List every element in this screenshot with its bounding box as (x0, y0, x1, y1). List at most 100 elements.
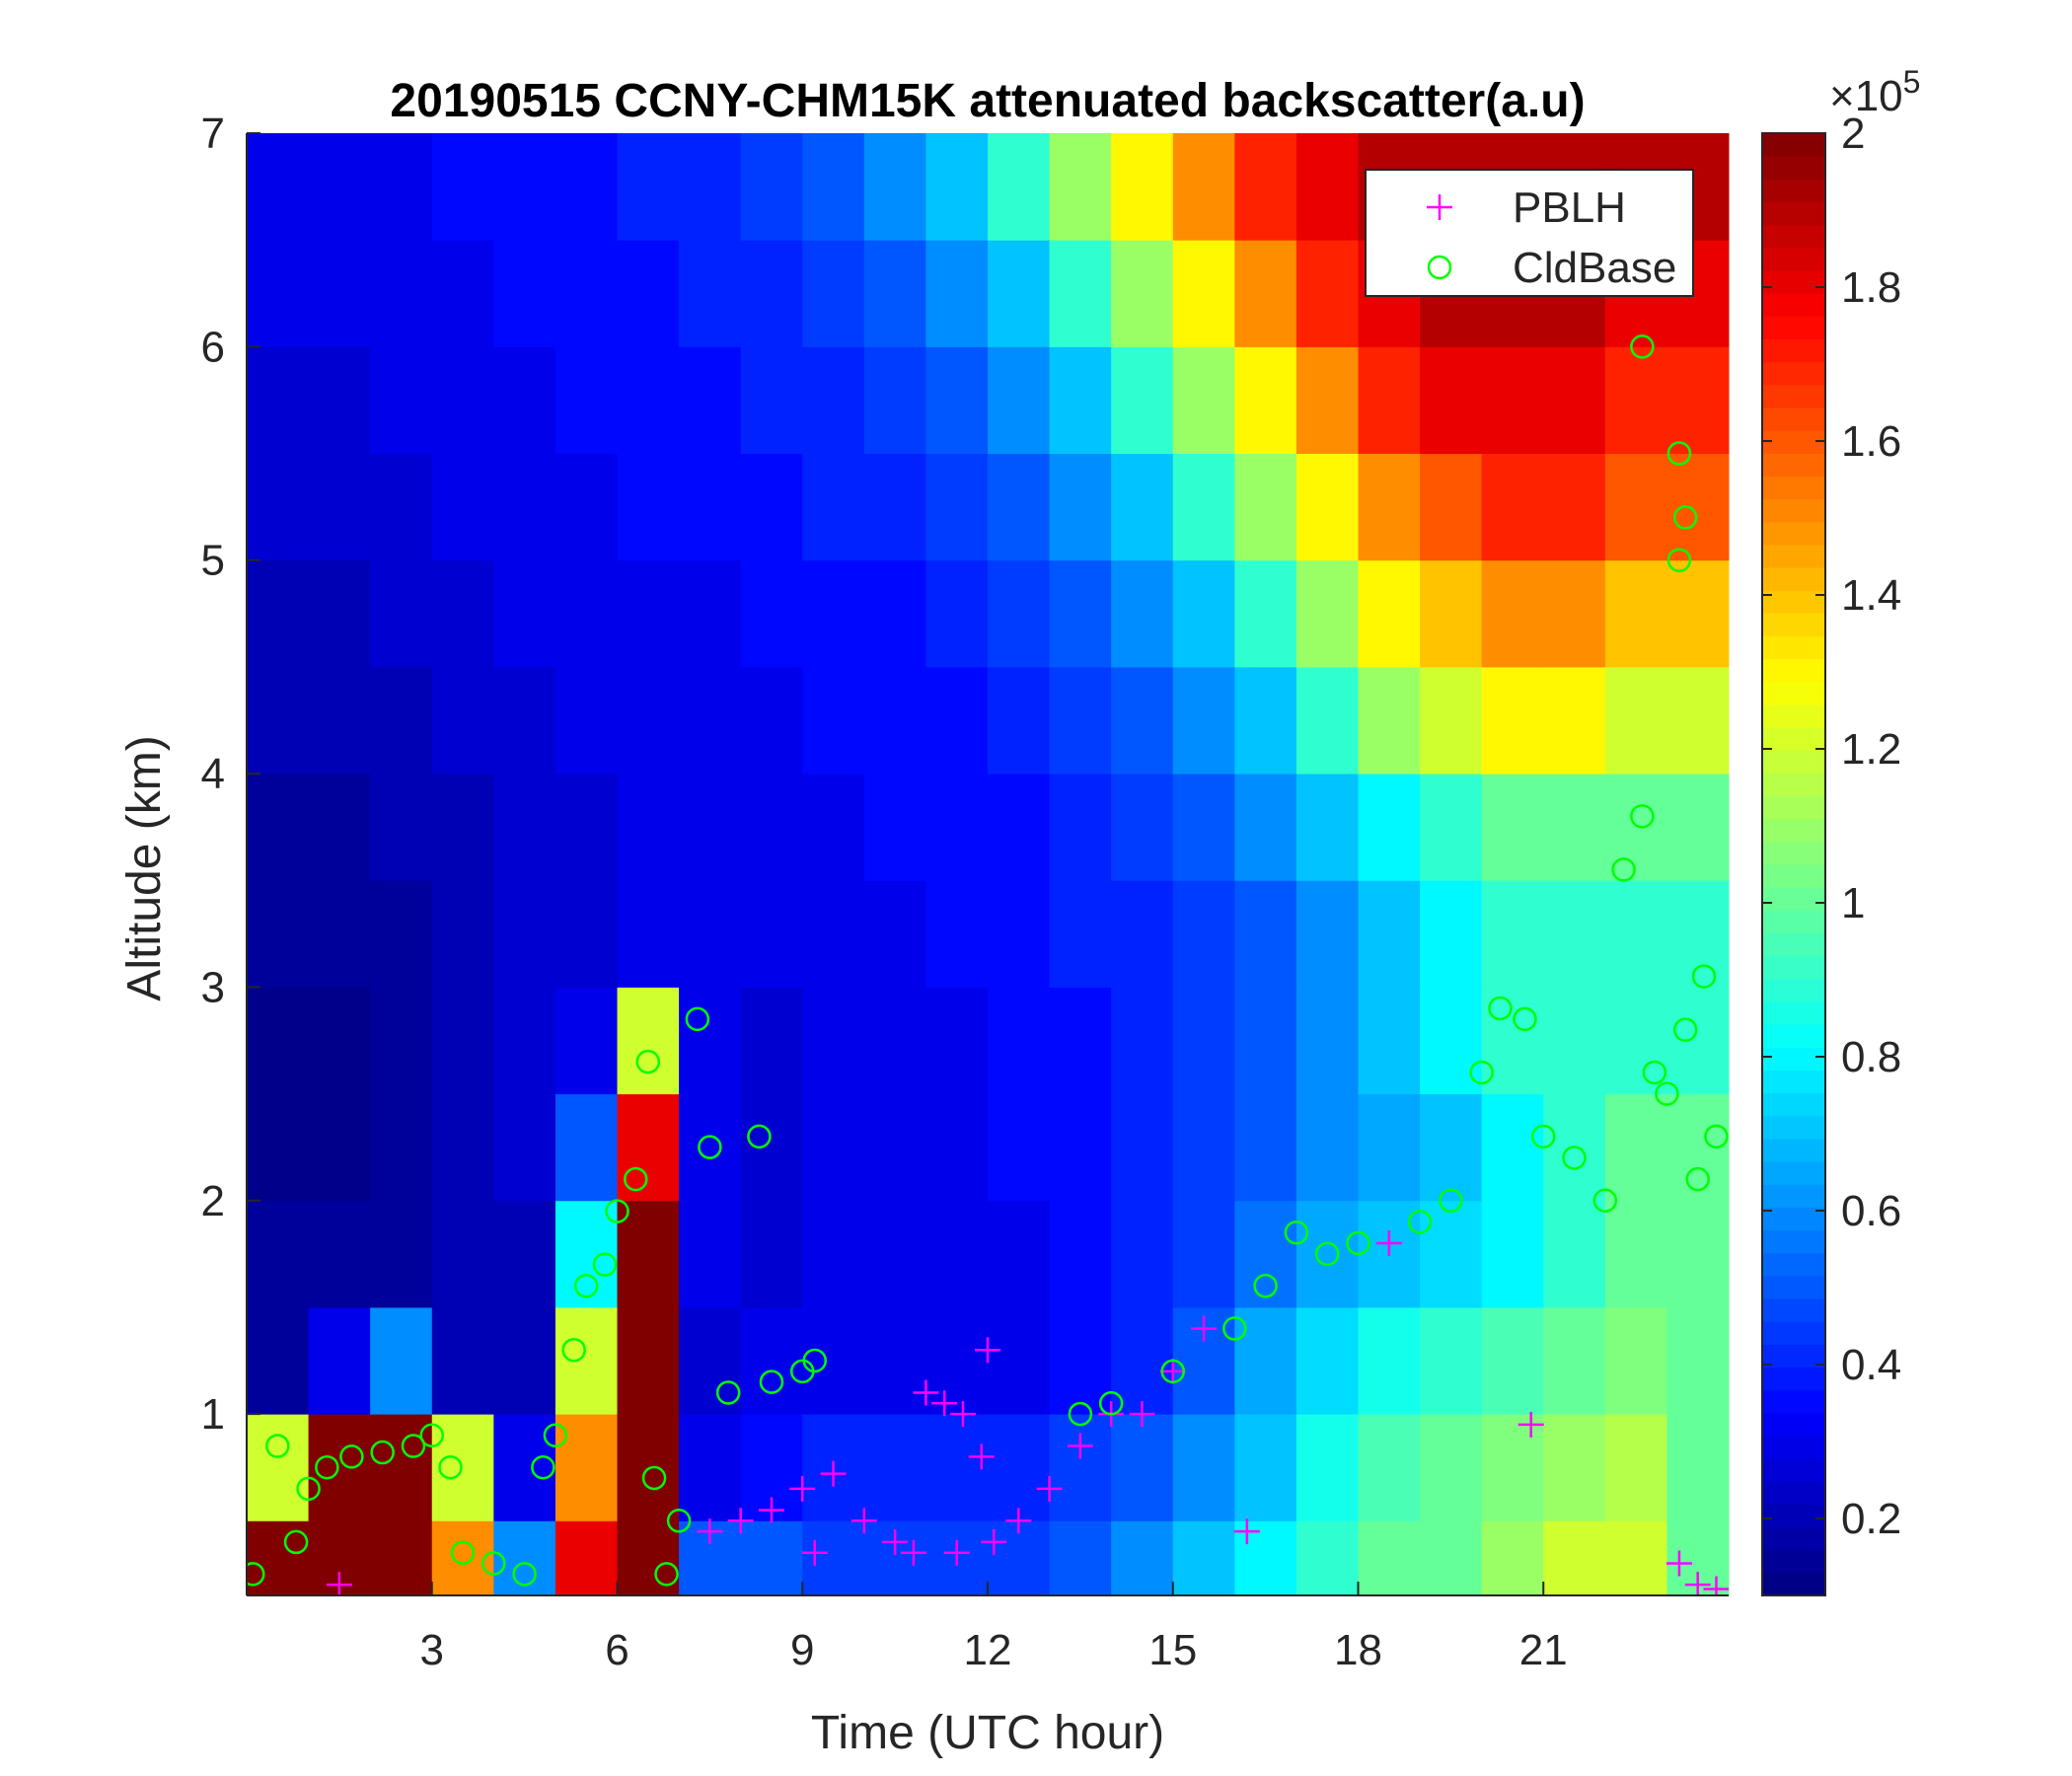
legend-label: CldBase (1513, 244, 1676, 292)
heat-cell (802, 1093, 865, 1202)
heat-cell (247, 987, 310, 1095)
heat-cell (617, 1200, 680, 1308)
colorbar-step (1762, 1047, 1825, 1072)
heat-cell (679, 880, 742, 988)
heat-cell (1666, 559, 1730, 668)
circle-marker (802, 1348, 828, 1373)
heat-cell (1111, 774, 1174, 881)
overlay-points (247, 270, 1729, 1595)
circle-marker (698, 1135, 722, 1159)
y-tick-label: 1 (201, 1390, 225, 1439)
heat-cell (1234, 346, 1297, 455)
y-tick-label: 4 (201, 750, 225, 798)
plus-marker (949, 1401, 976, 1428)
heat-cell (308, 880, 371, 988)
heat-cell (740, 880, 803, 988)
heat-cell (1234, 133, 1297, 241)
plus-marker (326, 1572, 352, 1595)
heat-cell (802, 774, 865, 881)
y-tick-label: 5 (201, 537, 225, 585)
plus-marker (1684, 1572, 1711, 1595)
plus-marker (1665, 1550, 1692, 1577)
heat-cell (1295, 1306, 1359, 1415)
heat-cell (617, 559, 680, 668)
heat-cell (1172, 1414, 1235, 1521)
circle-marker (1630, 804, 1655, 829)
colorbar-step (1762, 681, 1825, 705)
heat-cell (247, 1093, 310, 1202)
plus-marker (900, 1539, 926, 1566)
heat-cell (1234, 1520, 1297, 1596)
circle-marker (641, 1465, 667, 1491)
heat-cell (555, 774, 618, 881)
heat-cell (1111, 346, 1174, 455)
y-tick-label: 7 (201, 110, 225, 158)
heat-cell (863, 453, 926, 561)
heat-cell (493, 987, 556, 1095)
heat-cell (1049, 1520, 1112, 1596)
colorbar-step (1762, 887, 1825, 911)
plus-marker (1233, 1518, 1260, 1545)
colorbar-tick-label: 1.6 (1841, 417, 1901, 466)
heat-cell (802, 1520, 865, 1596)
colorbar-step (1762, 156, 1825, 180)
heat-cell (679, 1093, 742, 1202)
heat-cell (1420, 774, 1483, 881)
colorbar-step (1762, 613, 1825, 637)
heat-cell (617, 880, 680, 988)
heat-cell (1604, 666, 1667, 775)
heat-cell (1358, 987, 1421, 1095)
colorbar-step (1762, 978, 1825, 1002)
circle-marker (1469, 1060, 1494, 1085)
heat-cell (1049, 774, 1112, 881)
colorbar-step (1762, 338, 1825, 363)
heat-cell (431, 1306, 494, 1415)
heat-cell (679, 1414, 742, 1521)
circle-marker (1611, 857, 1636, 882)
plus-marker (1191, 1315, 1218, 1342)
heat-cell (1295, 559, 1359, 668)
heat-cell (431, 774, 494, 881)
plus-marker (801, 1539, 828, 1566)
heat-cell (1481, 1200, 1544, 1308)
heat-cell (617, 453, 680, 561)
circle-marker (1222, 1316, 1247, 1341)
heat-cell (555, 453, 618, 561)
colorbar-step (1762, 727, 1825, 751)
heat-cell (370, 1520, 433, 1596)
heat-cell (988, 1093, 1051, 1202)
heat-cell (1049, 666, 1112, 775)
heat-cell (1420, 1306, 1483, 1415)
circle-marker (1704, 1124, 1729, 1149)
heat-cell (988, 1306, 1051, 1415)
heat-cell (370, 1200, 433, 1308)
legend: PBLH CldBase (1365, 169, 1694, 297)
heat-cell (1295, 1093, 1359, 1202)
heat-cell (1111, 1520, 1174, 1596)
heat-cell (247, 666, 310, 775)
circle-marker (450, 1540, 476, 1565)
heat-cell (431, 453, 494, 561)
heat-cell (617, 774, 680, 881)
colorbar-step (1762, 703, 1825, 728)
heat-cell (555, 1306, 618, 1415)
circle-marker (370, 1440, 395, 1465)
heat-cell (247, 1414, 310, 1521)
heat-cell (988, 987, 1051, 1095)
plus-marker (851, 1508, 877, 1534)
heat-cell (679, 774, 742, 881)
heat-cell (802, 666, 865, 775)
heat-cell (370, 1306, 433, 1415)
heat-cell (802, 453, 865, 561)
colorbar-step (1762, 955, 1825, 980)
heat-cell (1295, 240, 1359, 347)
colorbar-tick-label: 0.6 (1841, 1187, 1901, 1235)
heat-cell (1172, 1200, 1235, 1308)
plus-marker (1517, 1411, 1544, 1438)
heat-cell (802, 1200, 865, 1308)
heat-cell (925, 666, 989, 775)
heat-cell (988, 559, 1051, 668)
heat-cell (247, 559, 310, 668)
heat-cell (802, 559, 865, 668)
heat-cell (308, 559, 371, 668)
